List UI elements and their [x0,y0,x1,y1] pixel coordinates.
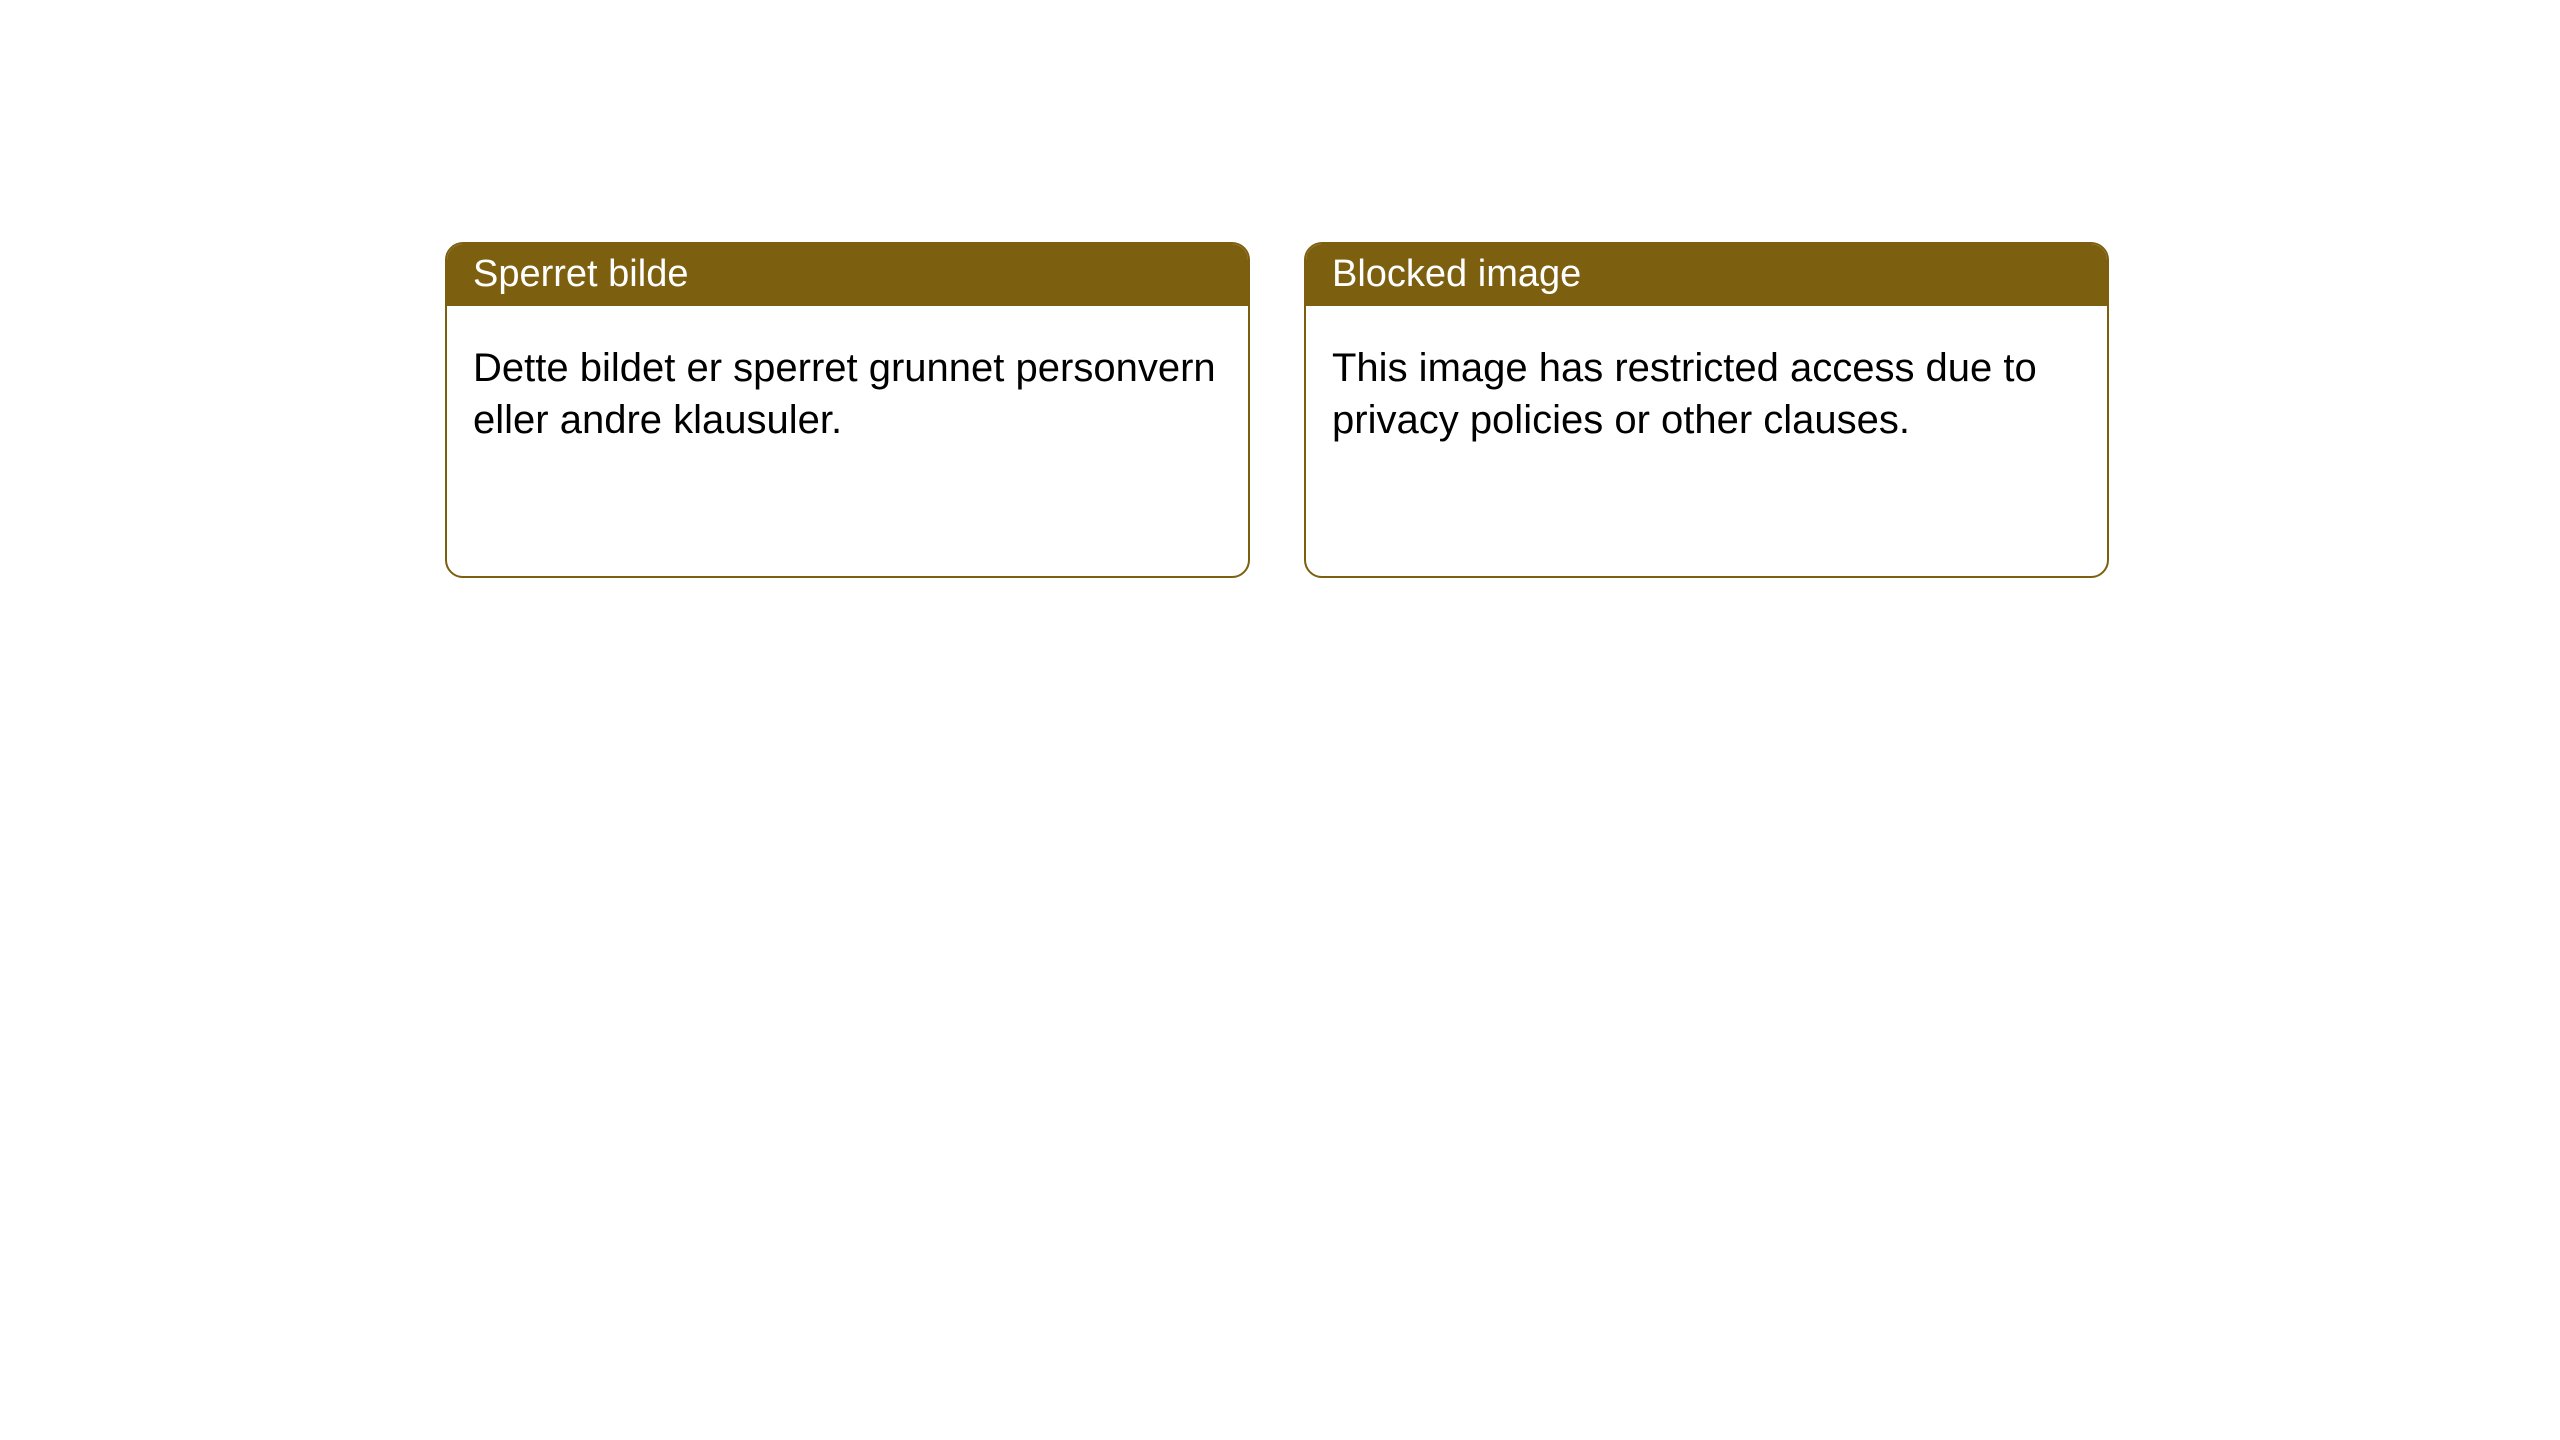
notice-panel-english: Blocked image This image has restricted … [1304,242,2109,578]
panel-body-text: This image has restricted access due to … [1332,346,2037,442]
panel-body: This image has restricted access due to … [1306,306,2107,576]
panel-header-text: Sperret bilde [473,253,688,296]
panel-header-text: Blocked image [1332,253,1581,296]
panel-body: Dette bildet er sperret grunnet personve… [447,306,1248,576]
panel-body-text: Dette bildet er sperret grunnet personve… [473,346,1216,442]
panel-header: Blocked image [1306,244,2107,306]
notice-panel-norwegian: Sperret bilde Dette bildet er sperret gr… [445,242,1250,578]
panel-header: Sperret bilde [447,244,1248,306]
notice-panel-container: Sperret bilde Dette bildet er sperret gr… [0,0,2560,578]
